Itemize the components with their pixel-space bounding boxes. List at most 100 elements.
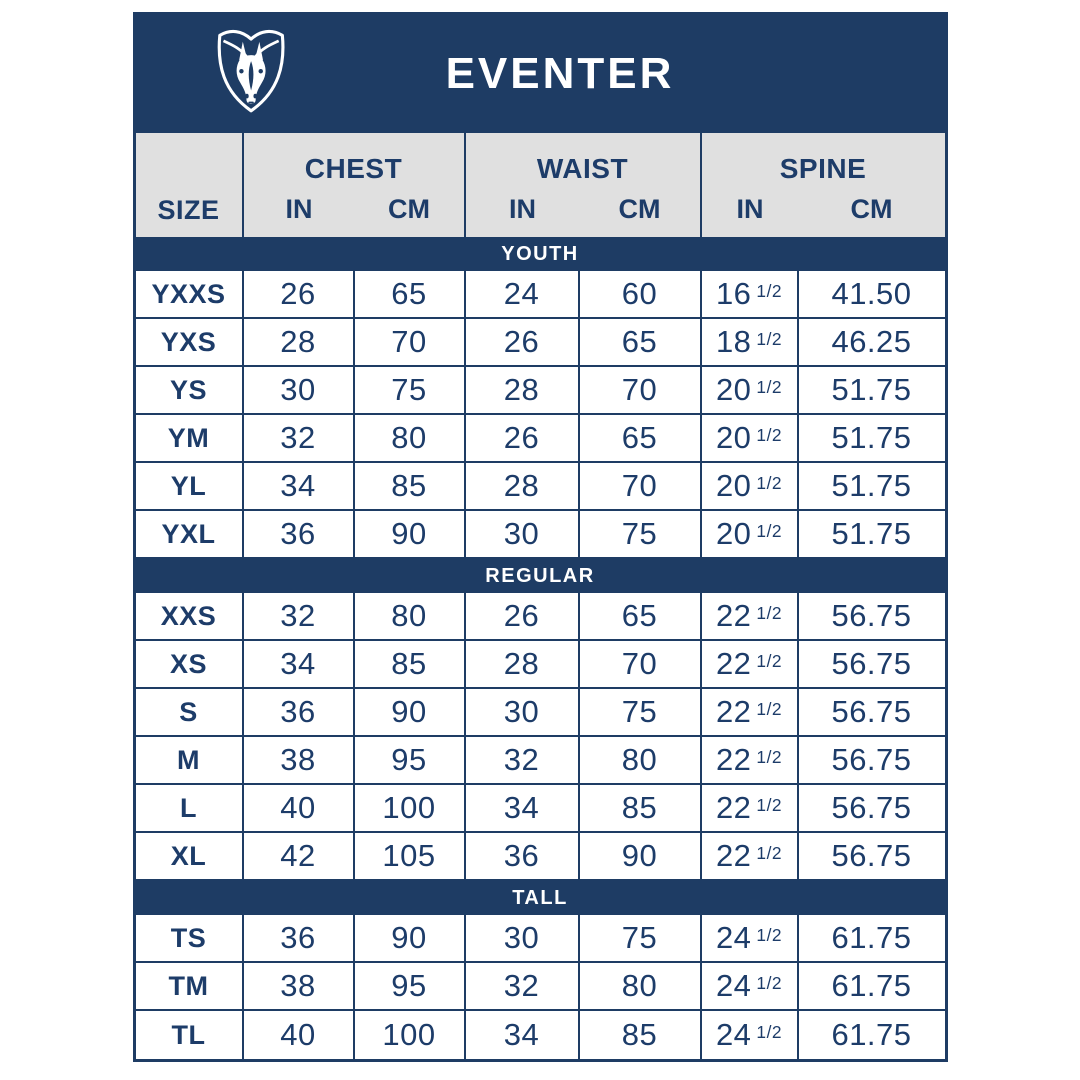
size-cell: YXXS <box>136 271 244 317</box>
chest-cm-cell: 95 <box>355 737 466 783</box>
waist-in-cell: 36 <box>466 833 580 879</box>
chest-cm-cell: 95 <box>355 963 466 1009</box>
chest-in-cell: 34 <box>244 463 355 509</box>
waist-in-cell: 32 <box>466 963 580 1009</box>
chest-in-cell: 36 <box>244 689 355 735</box>
chest-in-cell: 26 <box>244 271 355 317</box>
chest-cm-cell: 80 <box>355 593 466 639</box>
col-header-waist: WAIST <box>466 133 702 187</box>
col-header-chest-cm: CM <box>355 187 466 237</box>
table-sections: YOUTH YXXS 26 65 24 60 16 1/2 41.50 YXS 28 70 26 65 18… <box>135 237 945 1059</box>
spine-in-cell: 22 1/2 <box>702 641 799 687</box>
col-header-waist-in: IN <box>509 193 536 224</box>
spine-cm-cell: 51.75 <box>831 468 912 503</box>
section-band-regular: REGULAR <box>135 559 945 593</box>
chest-in-cell: 30 <box>244 367 355 413</box>
table-row-yxs: YXS 28 70 26 65 18 1/2 46.25 <box>135 319 945 367</box>
chest-in-cell: 40 <box>244 1011 355 1059</box>
table-row-m: M 38 95 32 80 22 1/2 56.75 <box>135 737 945 785</box>
table-row-ym: YM 32 80 26 65 20 1/2 51.75 <box>135 415 945 463</box>
table-row-tm: TM 38 95 32 80 24 1/2 61.75 <box>135 963 945 1011</box>
col-header-chest: CHEST <box>244 133 466 187</box>
size-cell: YXL <box>136 511 244 557</box>
chest-in-cell: 42 <box>244 833 355 879</box>
waist-cm-cell: 75 <box>580 511 702 557</box>
size-cell: M <box>136 737 244 783</box>
table-row-xs: XS 34 85 28 70 22 1/2 56.75 <box>135 641 945 689</box>
table-row-yxl: YXL 36 90 30 75 20 1/2 51.75 <box>135 511 945 559</box>
section-band-tall: TALL <box>135 881 945 915</box>
spine-in-cell: 20 1/2 <box>702 511 799 557</box>
waist-in-cell: 34 <box>466 785 580 831</box>
size-cell: XS <box>136 641 244 687</box>
spine-cm-cell: 61.75 <box>831 920 912 955</box>
size-cell: YL <box>136 463 244 509</box>
horse-shield-icon <box>217 29 284 113</box>
size-cell: XL <box>136 833 244 879</box>
spine-in-cell: 20 1/2 <box>702 463 799 509</box>
table-row-xxs: XXS 32 80 26 65 22 1/2 56.75 <box>135 593 945 641</box>
waist-in-cell: 26 <box>466 319 580 365</box>
chest-cm-cell: 70 <box>355 319 466 365</box>
waist-in-cell: 32 <box>466 737 580 783</box>
waist-cm-cell: 70 <box>580 463 702 509</box>
size-cell: YS <box>136 367 244 413</box>
spine-cm-cell: 41.50 <box>831 276 912 311</box>
chart-title: EVENTER <box>445 49 675 98</box>
size-cell: YXS <box>136 319 244 365</box>
size-cell: TM <box>136 963 244 1009</box>
spine-cm-cell: 51.75 <box>831 372 912 407</box>
chest-cm-cell: 65 <box>355 271 466 317</box>
table-row-tl: TL 40 100 34 85 24 1/2 61.75 <box>135 1011 945 1059</box>
chest-in-cell: 38 <box>244 963 355 1009</box>
size-cell: S <box>136 689 244 735</box>
waist-cm-cell: 65 <box>580 593 702 639</box>
waist-cm-cell: 85 <box>580 785 702 831</box>
spine-in-cell: 20 1/2 <box>702 367 799 413</box>
waist-in-cell: 28 <box>466 367 580 413</box>
chest-cm-cell: 80 <box>355 415 466 461</box>
chest-in-cell: 34 <box>244 641 355 687</box>
table-row-l: L 40 100 34 85 22 1/2 56.75 <box>135 785 945 833</box>
spine-in-cell: 22 1/2 <box>702 593 799 639</box>
col-header-spine-cm: CM <box>850 193 893 224</box>
waist-cm-cell: 90 <box>580 833 702 879</box>
chest-cm-cell: 100 <box>355 785 466 831</box>
size-cell: L <box>136 785 244 831</box>
waist-cm-cell: 85 <box>580 1011 702 1059</box>
chest-in-cell: 32 <box>244 593 355 639</box>
chest-in-cell: 36 <box>244 915 355 961</box>
chest-in-cell: 32 <box>244 415 355 461</box>
chest-cm-cell: 85 <box>355 463 466 509</box>
waist-cm-cell: 65 <box>580 415 702 461</box>
waist-in-cell: 24 <box>466 271 580 317</box>
spine-cm-cell: 61.75 <box>831 1017 912 1052</box>
chest-in-cell: 36 <box>244 511 355 557</box>
spine-in-cell: 22 1/2 <box>702 833 799 879</box>
waist-in-cell: 30 <box>466 915 580 961</box>
waist-cm-cell: 70 <box>580 367 702 413</box>
spine-in-cell: 24 1/2 <box>702 915 799 961</box>
chest-cm-cell: 75 <box>355 367 466 413</box>
waist-in-cell: 30 <box>466 511 580 557</box>
spine-in-cell: 18 1/2 <box>702 319 799 365</box>
waist-in-cell: 34 <box>466 1011 580 1059</box>
chest-in-cell: 40 <box>244 785 355 831</box>
waist-cm-cell: 70 <box>580 641 702 687</box>
chest-in-cell: 38 <box>244 737 355 783</box>
waist-in-cell: 28 <box>466 463 580 509</box>
waist-cm-cell: 75 <box>580 689 702 735</box>
spine-in-cell: 16 1/2 <box>702 271 799 317</box>
section-band-youth: YOUTH <box>135 237 945 271</box>
spine-cm-cell: 56.75 <box>831 742 912 777</box>
table-row-ts: TS 36 90 30 75 24 1/2 61.75 <box>135 915 945 963</box>
spine-in-cell: 20 1/2 <box>702 415 799 461</box>
spine-cm-cell: 51.75 <box>831 516 912 551</box>
table-row-ys: YS 30 75 28 70 20 1/2 51.75 <box>135 367 945 415</box>
title-band: EVENTER <box>135 15 945 133</box>
spine-cm-cell: 56.75 <box>831 646 912 681</box>
spine-cm-cell: 56.75 <box>831 790 912 825</box>
spine-cm-cell: 51.75 <box>831 420 912 455</box>
chest-in-cell: 28 <box>244 319 355 365</box>
table-row-xl: XL 42 105 36 90 22 1/2 56.75 <box>135 833 945 881</box>
